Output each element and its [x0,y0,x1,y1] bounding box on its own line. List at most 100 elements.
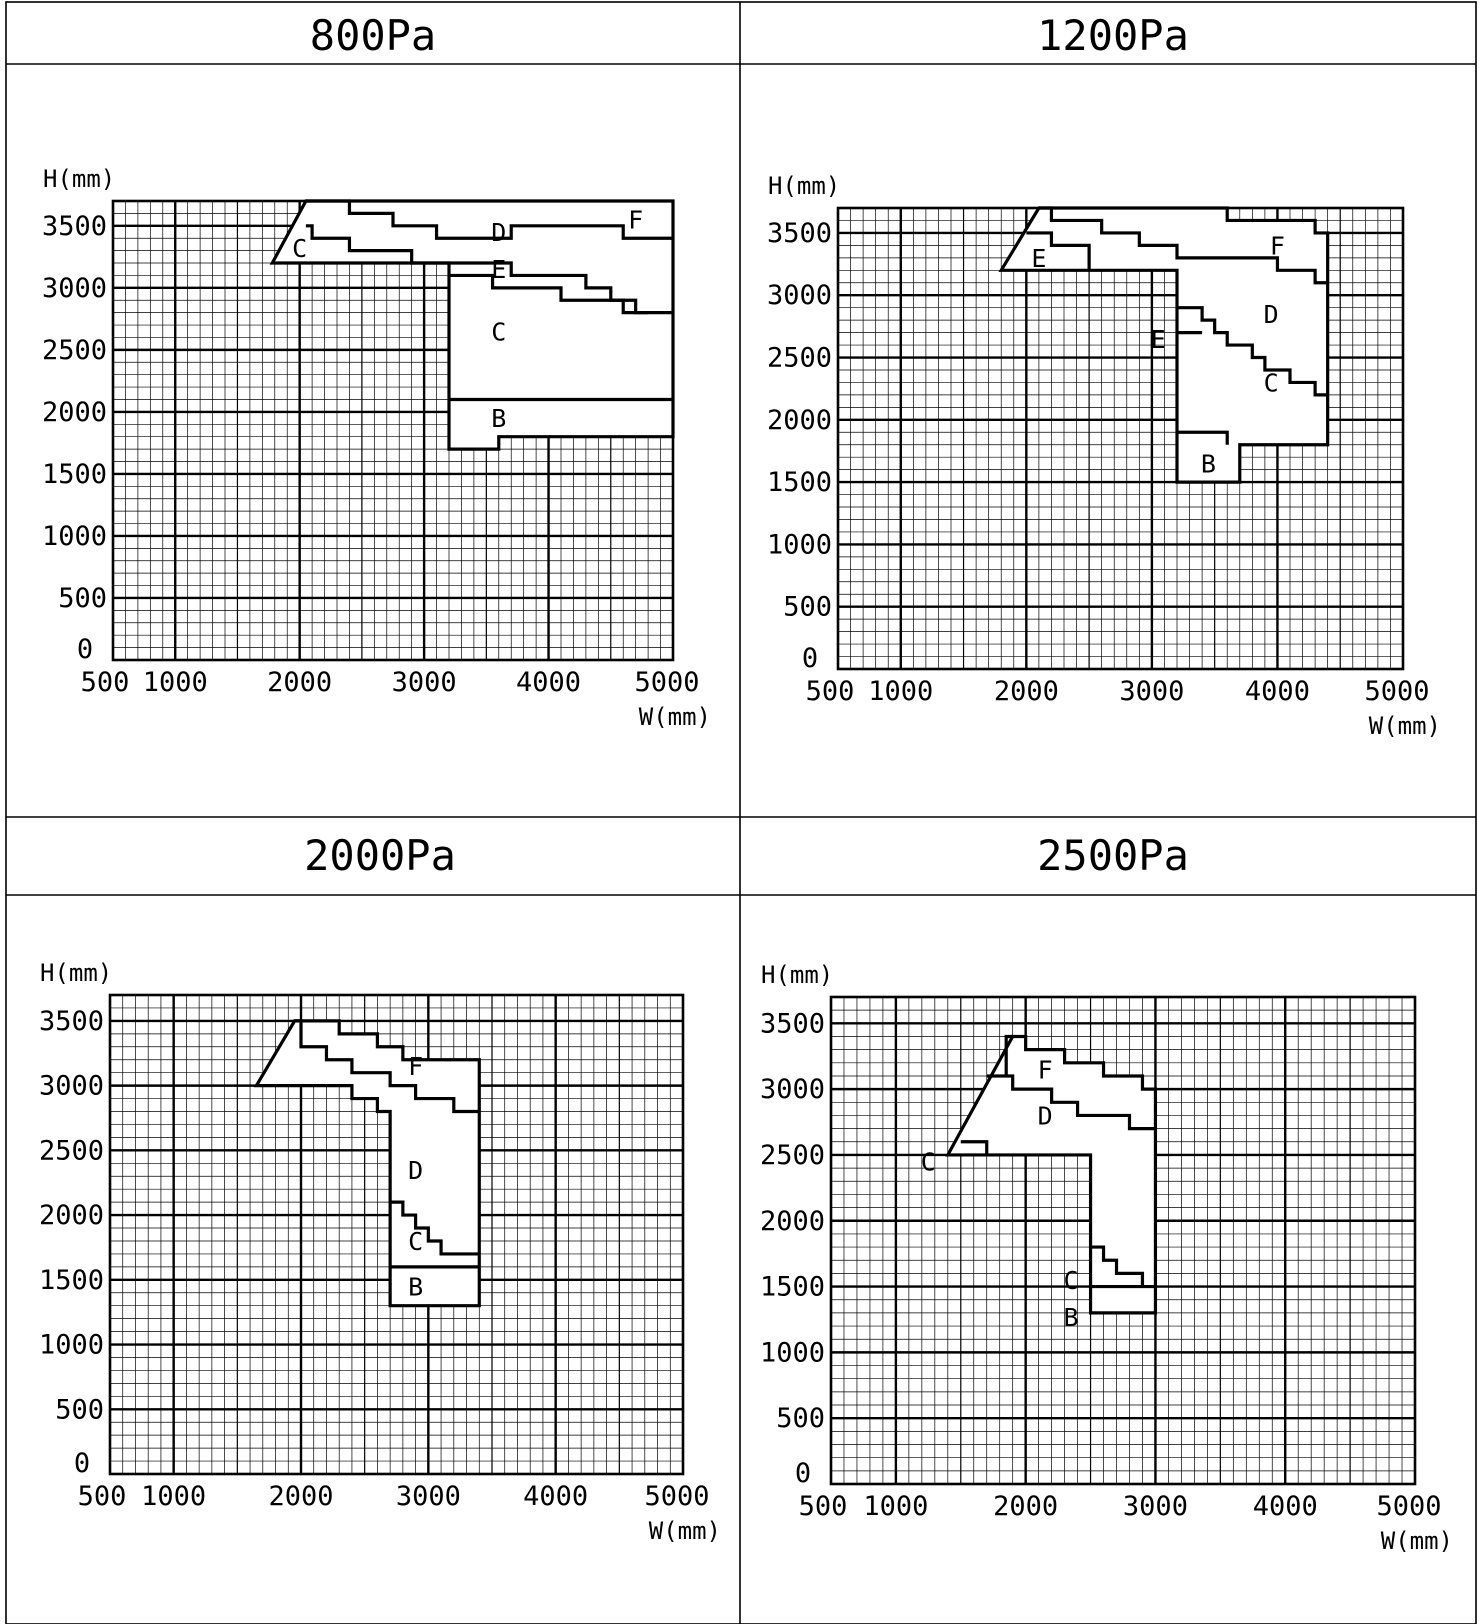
y-tick-label: 2000 [767,405,832,436]
zone-label-c: C [292,234,307,263]
x-axis-label: W(mm) [1381,1527,1453,1555]
zone-outline [945,1034,1158,1315]
x-tick-label: 5000 [1364,676,1429,707]
zone-label-f: F [1270,231,1285,260]
panel-title-1200pa: 1200Pa [1037,11,1189,60]
zone-outline [269,199,675,451]
x-tick-label: 500 [78,1481,127,1512]
y-tick-label: 2500 [760,1140,825,1171]
zone-boundary [294,1019,480,1114]
x-tick-label: 4000 [523,1481,588,1512]
y-tick-label: 500 [783,592,832,623]
y-axis-label: H(mm) [43,165,115,193]
y-axis-label: H(mm) [761,961,833,989]
zone-outline [998,206,1330,484]
x-tick-label: 3000 [1123,1491,1188,1522]
x-tick-label: 4000 [1245,676,1310,707]
y-tick-label: 3500 [42,211,107,242]
zone-label-d: D [1038,1101,1053,1130]
y-tick-label: 0 [74,1448,90,1479]
y-axis-label: H(mm) [768,172,840,200]
zone-label-c: C [1064,1266,1079,1295]
x-tick-label: 4000 [1253,1491,1318,1522]
zone-label-c: C [1264,368,1279,397]
zone-label-d: D [491,218,506,247]
y-tick-label: 2500 [39,1135,104,1166]
y-tick-label: 1500 [767,467,832,498]
zone-outline [253,1019,481,1308]
zone-label-d: D [1264,300,1279,329]
y-tick-label: 500 [58,583,107,614]
y-tick-label: 1000 [39,1330,104,1361]
y-tick-label: 500 [776,1403,825,1434]
zone-boundary [1026,231,1091,271]
y-tick-label: 1500 [39,1265,104,1296]
x-axis-label: W(mm) [1369,712,1441,740]
y-tick-label: 1000 [42,521,107,552]
zone-label-e: E [1031,244,1046,273]
zone-label-f: F [628,206,643,235]
x-tick-label: 3000 [392,667,457,698]
y-tick-label: 2500 [767,343,832,374]
zone-label-e: E [1151,325,1166,354]
zone-boundary [1038,206,1328,285]
x-tick-label: 2000 [994,676,1059,707]
x-tick-label: 1000 [141,1481,206,1512]
plot-border [108,993,685,1476]
x-tick-label: 5000 [1376,1491,1441,1522]
x-tick-label: 500 [799,1491,848,1522]
y-tick-label: 2000 [39,1200,104,1231]
y-axis-label: H(mm) [40,959,112,987]
zone-boundary [1090,1245,1145,1287]
zone-label-b: B [491,404,506,433]
y-tick-label: 3000 [39,1071,104,1102]
x-tick-label: 5000 [634,667,699,698]
zone-label-c: C [491,317,506,346]
x-tick-label: 500 [806,676,855,707]
x-tick-label: 5000 [644,1481,709,1512]
x-tick-label: 3000 [1119,676,1184,707]
y-tick-label: 2500 [42,335,107,366]
y-tick-label: 3000 [767,280,832,311]
y-tick-label: 3500 [39,1006,104,1037]
zone-label-c: C [408,1227,423,1256]
zone-boundary [305,199,673,240]
y-tick-label: 1000 [767,529,832,560]
zone-label-e: E [491,255,506,284]
zone-boundary [986,1034,1156,1131]
x-tick-label: 2000 [268,1481,333,1512]
zone-boundary [1177,430,1229,445]
panel-title-2500pa: 2500Pa [1037,831,1189,880]
y-tick-label: 0 [802,643,818,674]
y-tick-label: 2000 [760,1206,825,1237]
frame [5,1,1477,1624]
y-tick-label: 1500 [760,1272,825,1303]
y-tick-label: 3000 [42,273,107,304]
x-axis-label: W(mm) [639,703,711,731]
x-tick-label: 1000 [863,1491,928,1522]
x-tick-label: 3000 [396,1481,461,1512]
zone-boundary [960,1140,989,1155]
y-tick-label: 0 [77,634,93,665]
y-tick-label: 1500 [42,459,107,490]
y-tick-label: 0 [795,1458,811,1489]
y-tick-label: 500 [55,1394,104,1425]
panel-title-2000pa: 2000Pa [304,831,456,880]
x-tick-label: 500 [81,667,130,698]
panel-title-800pa: 800Pa [310,11,436,60]
zone-label-b: B [1201,449,1216,478]
zone-boundary [390,1200,480,1256]
y-tick-label: 3500 [767,218,832,249]
plot-border [829,995,1417,1486]
zone-boundary [449,273,673,315]
y-tick-label: 1000 [760,1337,825,1368]
y-tick-label: 3000 [760,1074,825,1105]
zone-label-f: F [1038,1055,1053,1084]
zone-label-f: F [408,1052,423,1081]
zone-label-b: B [408,1272,423,1301]
y-tick-label: 3500 [760,1008,825,1039]
